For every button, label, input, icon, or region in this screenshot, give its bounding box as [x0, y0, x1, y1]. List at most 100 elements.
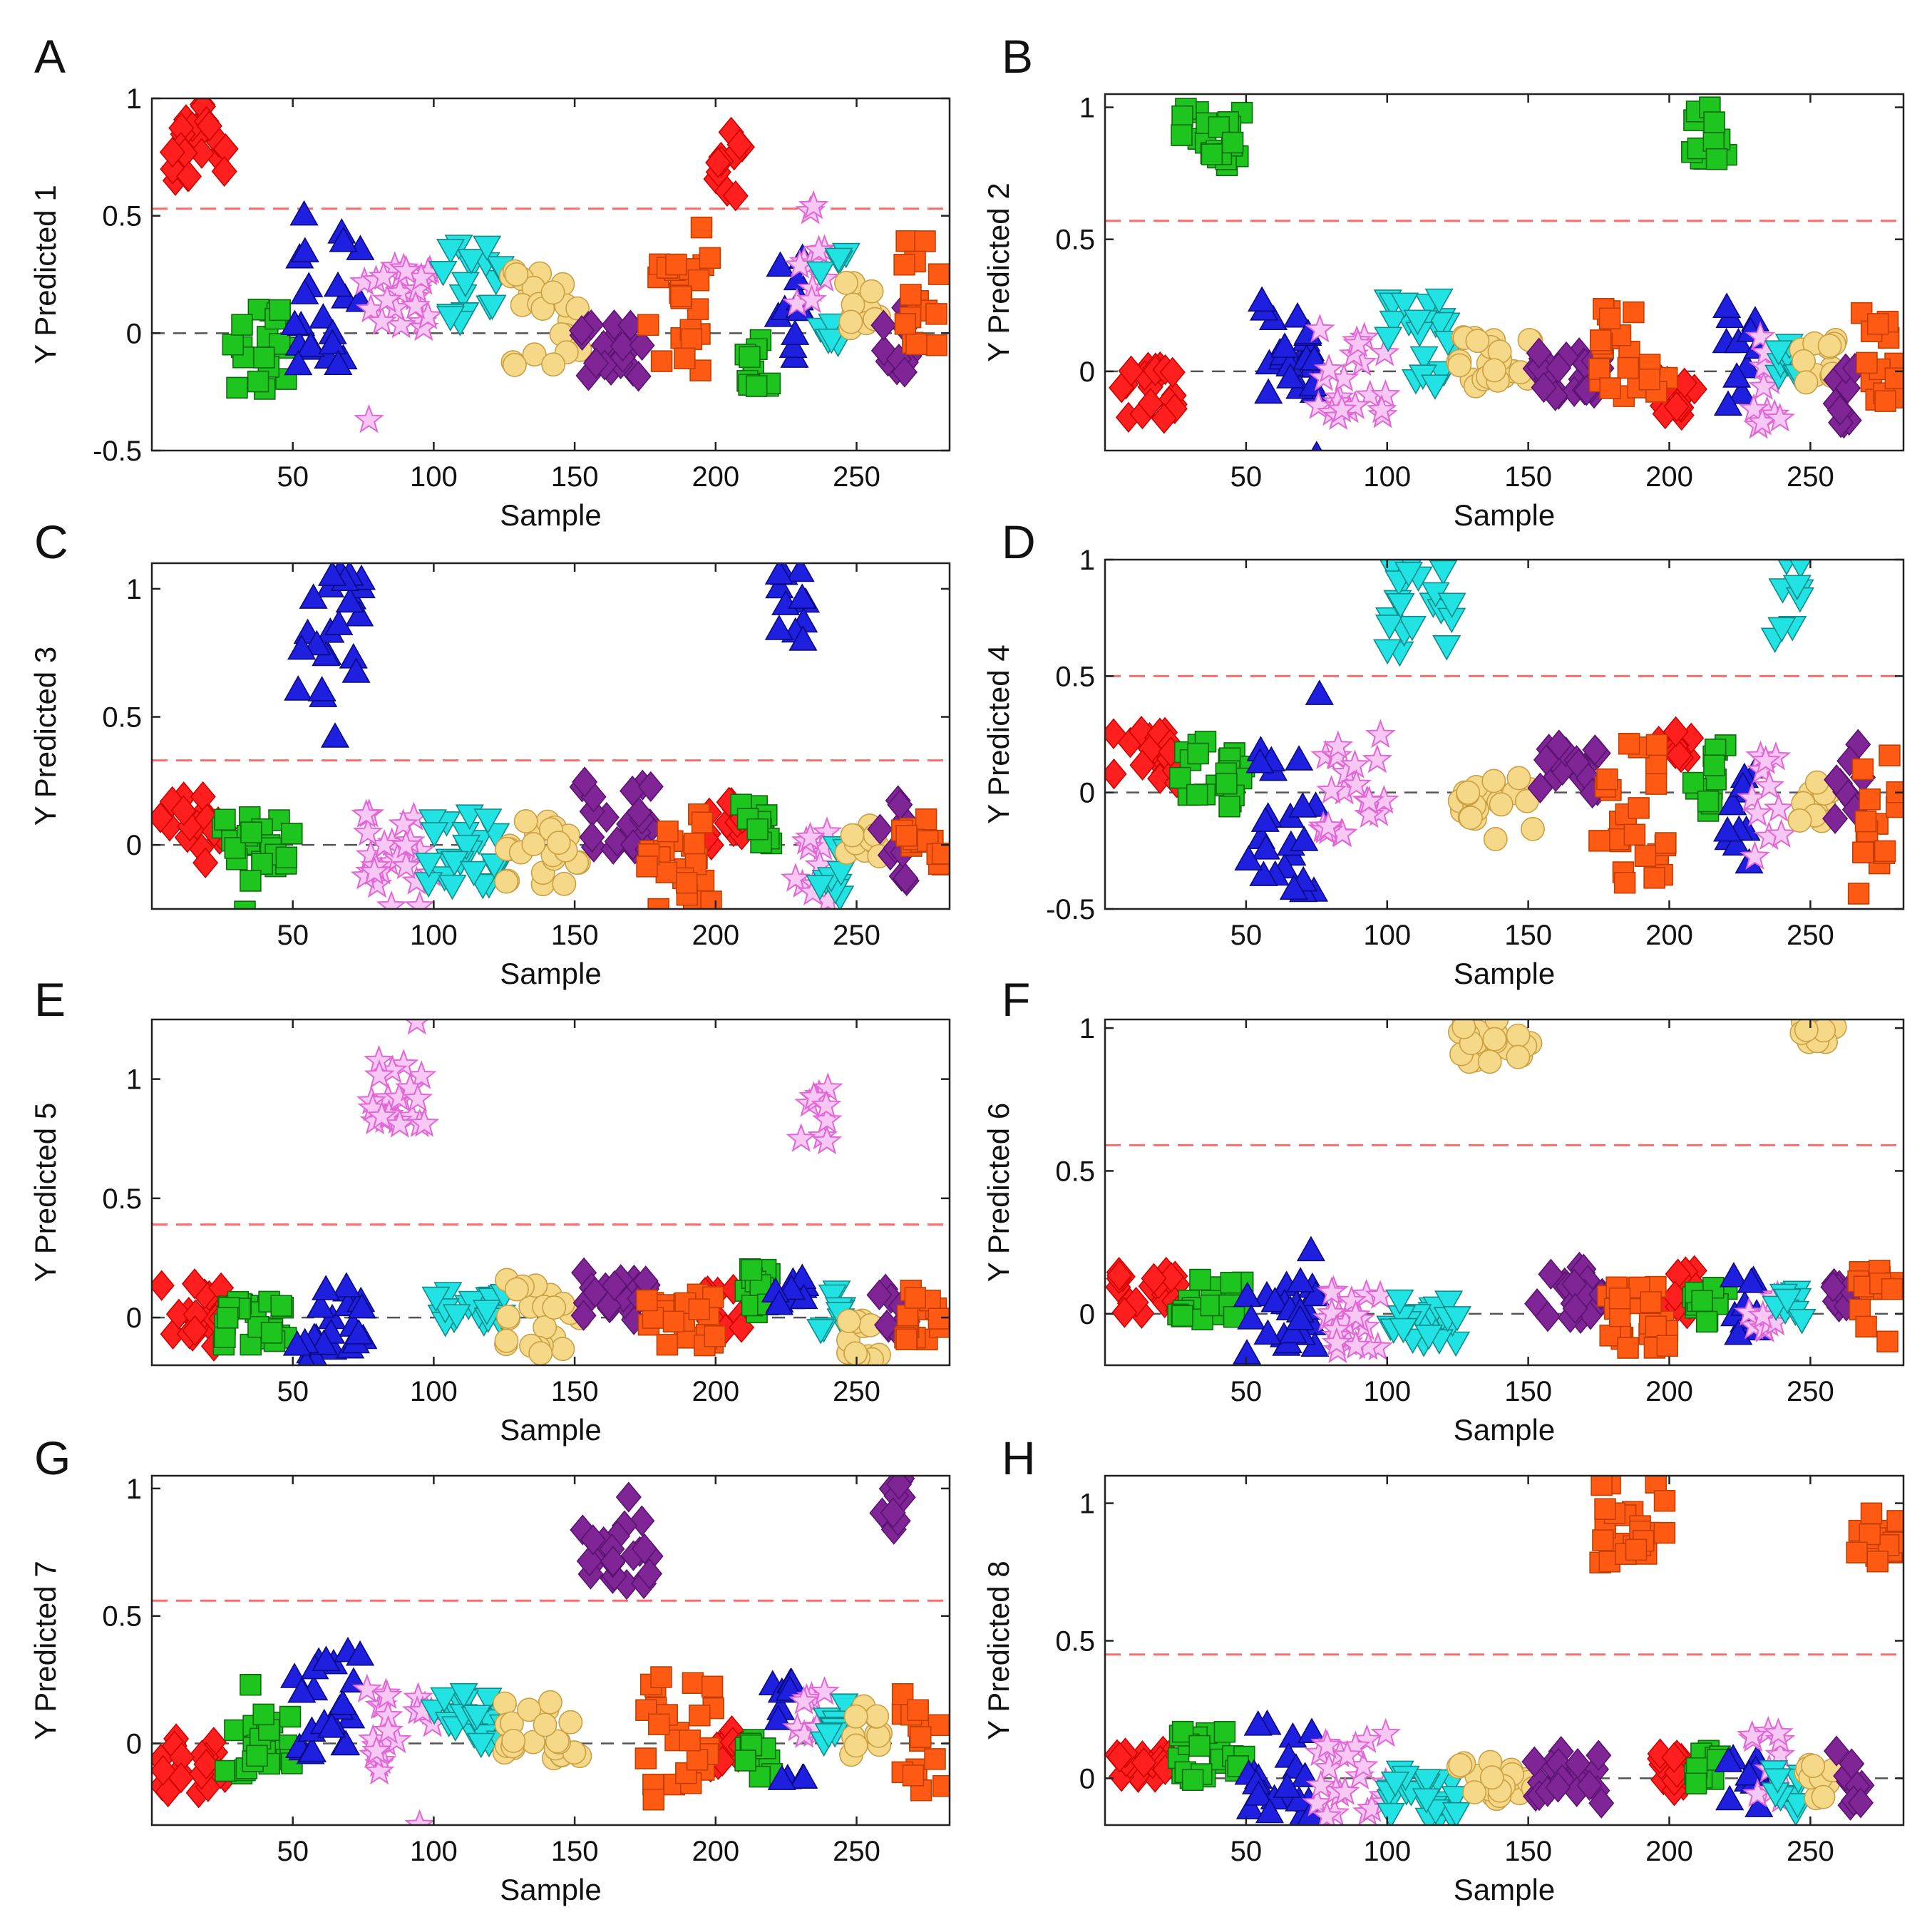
- data-point: [1442, 1306, 1471, 1332]
- y-tick-label: 1: [126, 1064, 142, 1096]
- x-tick-label: 50: [277, 920, 309, 951]
- data-point: [1316, 774, 1347, 804]
- data-point: [404, 1019, 429, 1035]
- data-point: [546, 831, 571, 855]
- data-point: [459, 860, 488, 887]
- data-point: [1249, 860, 1278, 886]
- data-point: [634, 1747, 657, 1769]
- y-tick-label: 0.5: [1055, 1156, 1095, 1187]
- data-point: [1685, 1772, 1707, 1794]
- data-point: [1617, 1337, 1639, 1359]
- data-point: [1159, 356, 1186, 388]
- x-tick-label: 250: [1787, 920, 1834, 951]
- data-point: [1432, 635, 1461, 661]
- data-point: [1655, 832, 1677, 854]
- plot-frame: [1104, 558, 1905, 910]
- data-point: [1594, 1498, 1616, 1520]
- y-tick-label: 0: [126, 1729, 142, 1760]
- data-point: [806, 1319, 836, 1345]
- data-point: [1447, 353, 1472, 378]
- markers: [159, 98, 950, 433]
- data-point: [542, 1295, 567, 1320]
- data-point: [1297, 1717, 1327, 1744]
- data-point: [1403, 309, 1432, 336]
- y-axis-title: Y Predicted 1: [29, 185, 62, 364]
- data-point: [224, 837, 247, 859]
- data-point: [1322, 740, 1353, 769]
- data-point: [1804, 770, 1829, 795]
- data-point: [1340, 749, 1370, 779]
- data-point: [1745, 321, 1776, 351]
- data-point: [495, 1305, 520, 1329]
- data-point: [402, 1083, 433, 1112]
- data-point: [932, 1774, 950, 1797]
- x-tick-label: 150: [551, 461, 599, 493]
- data-point: [1288, 792, 1317, 818]
- data-point: [1186, 783, 1208, 806]
- data-point: [323, 271, 353, 297]
- data-point: [1141, 1263, 1167, 1294]
- data-point: [1764, 340, 1793, 366]
- data-point: [211, 155, 237, 187]
- data-point: [341, 657, 371, 683]
- data-point: [391, 255, 422, 284]
- data-point: [1703, 754, 1725, 776]
- data-point: [1886, 1510, 1903, 1532]
- data-point: [251, 853, 273, 875]
- data-point: [1118, 355, 1144, 386]
- x-axis-title: Sample: [1454, 957, 1555, 990]
- x-axis-title: Sample: [1454, 1413, 1555, 1447]
- data-point: [430, 1687, 459, 1713]
- data-point: [1106, 1260, 1133, 1291]
- data-point: [1705, 148, 1728, 170]
- data-point: [1794, 370, 1819, 395]
- data-point: [1855, 1315, 1877, 1338]
- data-point: [478, 294, 507, 321]
- data-point: [570, 1300, 597, 1331]
- data-point: [307, 676, 336, 702]
- x-tick-label: 50: [1230, 1376, 1263, 1407]
- data-point: [1582, 734, 1608, 766]
- data-point: [1588, 830, 1610, 852]
- data-point: [152, 1754, 176, 1786]
- data-point: [1740, 841, 1770, 870]
- data-point: [866, 1279, 893, 1311]
- data-point: [299, 583, 328, 609]
- data-point: [739, 346, 761, 369]
- data-point: [1598, 307, 1621, 329]
- x-tick-label: 250: [833, 461, 880, 493]
- panel-letter: G: [34, 1432, 71, 1484]
- data-point: [1526, 337, 1552, 369]
- x-axis-title: Sample: [500, 1413, 601, 1447]
- data-point: [284, 675, 313, 701]
- data-point: [1645, 773, 1668, 795]
- data-point: [764, 1289, 793, 1315]
- x-tick-label: 100: [1363, 461, 1411, 493]
- data-point: [384, 1109, 416, 1138]
- data-point: [647, 898, 669, 909]
- data-point: [691, 811, 714, 833]
- data-point: [406, 1060, 437, 1089]
- data-point: [1285, 745, 1314, 771]
- data-point: [1397, 615, 1427, 642]
- x-axis-title: Sample: [500, 498, 601, 532]
- data-point: [928, 1714, 950, 1737]
- y-tick-label: 1: [1079, 545, 1095, 576]
- data-point: [1846, 1541, 1868, 1563]
- data-point: [1300, 345, 1329, 371]
- data-point: [1290, 826, 1319, 851]
- x-tick-label: 200: [1645, 1376, 1693, 1407]
- markers: [1109, 96, 1903, 451]
- data-point: [865, 1704, 890, 1729]
- data-point: [1691, 1290, 1713, 1312]
- x-axis-title: Sample: [500, 957, 601, 990]
- x-tick-label: 150: [1504, 461, 1552, 493]
- data-point: [904, 1287, 927, 1309]
- data-point: [428, 260, 458, 287]
- data-point: [196, 110, 222, 142]
- data-point: [565, 296, 590, 321]
- data-point: [1625, 1538, 1648, 1561]
- data-point: [1302, 1787, 1332, 1817]
- data-point: [297, 1737, 327, 1763]
- data-point: [1847, 883, 1870, 905]
